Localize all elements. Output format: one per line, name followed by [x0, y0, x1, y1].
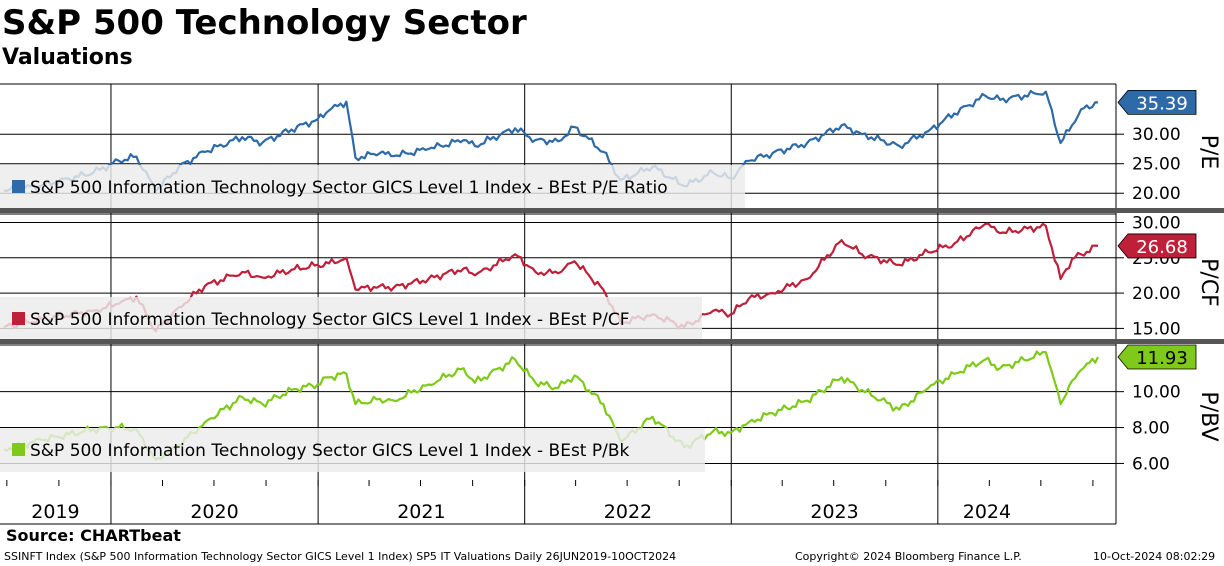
last-value-tag-pcf: 26.68	[1117, 233, 1197, 259]
axis-layer: 2019 2020 2021 2022 2023 2024 20.00 25.00 30.00 3…	[0, 84, 1224, 525]
footer-datetime: 10-Oct-2024 08:02:29	[1093, 550, 1216, 563]
y-tick-label: 8.00	[1132, 419, 1170, 439]
legend-box	[0, 297, 702, 341]
axis-title-pbv: P/BV	[1196, 391, 1221, 441]
legend-swatch-pe	[12, 180, 25, 193]
legend-swatch-pcf	[12, 312, 25, 325]
chart-title: S&P 500 Technology Sector	[2, 3, 527, 43]
panel-separator	[0, 208, 1224, 213]
y-tick-label: 25.00	[1132, 155, 1181, 175]
x-tick-label: 2020	[190, 501, 238, 523]
y-tick-label: 10.00	[1132, 383, 1181, 403]
y-tick-label: 20.00	[1132, 184, 1181, 204]
x-tick-label: 2023	[810, 501, 858, 523]
last-value-tag-pbv: 11.93	[1117, 344, 1197, 370]
x-tick-label: 2024	[963, 501, 1011, 523]
x-tick-label: 2021	[397, 501, 445, 523]
panel-separator	[0, 339, 1224, 344]
x-tick-label: 2019	[31, 501, 79, 523]
y-tick-label: 15.00	[1132, 319, 1181, 339]
axis-title-pe: P/E	[1196, 135, 1221, 170]
legend-label-pe: S&P 500 Information Technology Sector GI…	[30, 178, 668, 198]
source-label: Source: CHARTbeat	[6, 526, 181, 545]
legend-box	[0, 428, 705, 472]
last-value-text-pbv: 11.93	[1136, 348, 1188, 369]
series-line-pe	[3, 89, 1099, 193]
last-value-text-pcf: 26.68	[1136, 237, 1188, 258]
footer-description: SSINFT Index (S&P 500 Information Techno…	[4, 550, 677, 563]
legend-swatch-pbv	[12, 443, 25, 456]
last-value-tag-pe: 35.39	[1117, 89, 1197, 115]
legend-label-pbv: S&P 500 Information Technology Sector GI…	[30, 441, 630, 461]
legend-layer: S&P 500 Information Technology Sector GI…	[0, 165, 745, 472]
footer-copyright: Copyright© 2024 Bloomberg Finance L.P.	[795, 550, 1022, 563]
y-tick-label: 20.00	[1132, 284, 1181, 304]
y-tick-label: 30.00	[1132, 125, 1181, 145]
axis-title-pcf: P/CF	[1196, 258, 1221, 307]
y-tick-label: 30.00	[1132, 213, 1181, 233]
chart-subtitle: Valuations	[2, 45, 133, 70]
legend-label-pcf: S&P 500 Information Technology Sector GI…	[30, 310, 630, 330]
last-value-text-pe: 35.39	[1136, 93, 1188, 114]
y-tick-label: 6.00	[1132, 454, 1170, 474]
series-layer	[3, 89, 1099, 461]
legend-box	[0, 165, 745, 209]
x-tick-label: 2022	[604, 501, 652, 523]
